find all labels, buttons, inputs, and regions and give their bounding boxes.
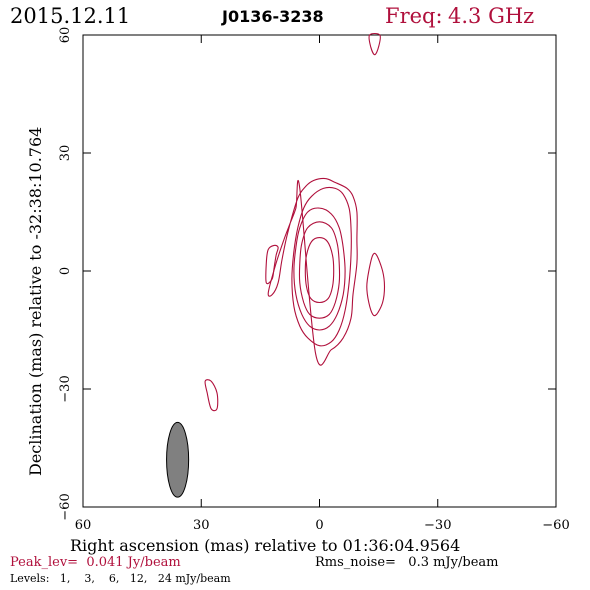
x-axis-label: Right ascension (mas) relative to 01:36:… <box>70 536 460 555</box>
contour-1-mjy <box>368 32 381 56</box>
y-axis-label: Declination (mas) relative to -32:38:10.… <box>26 127 45 476</box>
rms-noise: Rms_noise= 0.3 mJy/beam <box>315 555 498 570</box>
x-tick-label: −30 <box>424 518 451 533</box>
header-freq-value: 4.3 GHz <box>448 4 534 28</box>
y-tick-label: 60 <box>58 27 73 44</box>
axis-tick-labels: 60 30 0 −30 −60 −60 −30 0 30 60 <box>58 27 570 533</box>
axis-ticks <box>82 34 557 508</box>
contour-24-mjy <box>304 237 335 304</box>
contour-1-mjy <box>204 379 219 412</box>
contour-1-mjy <box>265 244 279 285</box>
beam-ellipse <box>166 421 190 498</box>
contours <box>204 32 386 412</box>
y-tick-label: −30 <box>58 375 73 402</box>
y-tick-label: 0 <box>58 267 73 275</box>
peak-level: Peak_lev= 0.041 Jy/beam <box>10 555 181 570</box>
y-tick-label: 30 <box>58 145 73 162</box>
contour-12-mjy <box>298 221 341 319</box>
x-tick-label: 30 <box>193 518 210 533</box>
plot-frame <box>82 34 557 508</box>
header-source: J0136-3238 <box>221 7 324 26</box>
contour-6-mjy <box>293 207 346 331</box>
contour-levels: Levels: 1, 3, 6, 12, 24 mJy/beam <box>10 572 231 585</box>
header-freq-label: Freq: <box>385 4 443 28</box>
header-date: 2015.12.11 <box>10 4 130 28</box>
x-tick-label: −60 <box>542 518 569 533</box>
contour-3-mjy <box>291 186 352 347</box>
x-tick-label: 60 <box>75 518 92 533</box>
y-tick-label: −60 <box>58 493 73 520</box>
contour-1-mjy <box>366 252 386 317</box>
x-tick-label: 0 <box>315 518 323 533</box>
contour-1-mjy <box>267 177 358 366</box>
